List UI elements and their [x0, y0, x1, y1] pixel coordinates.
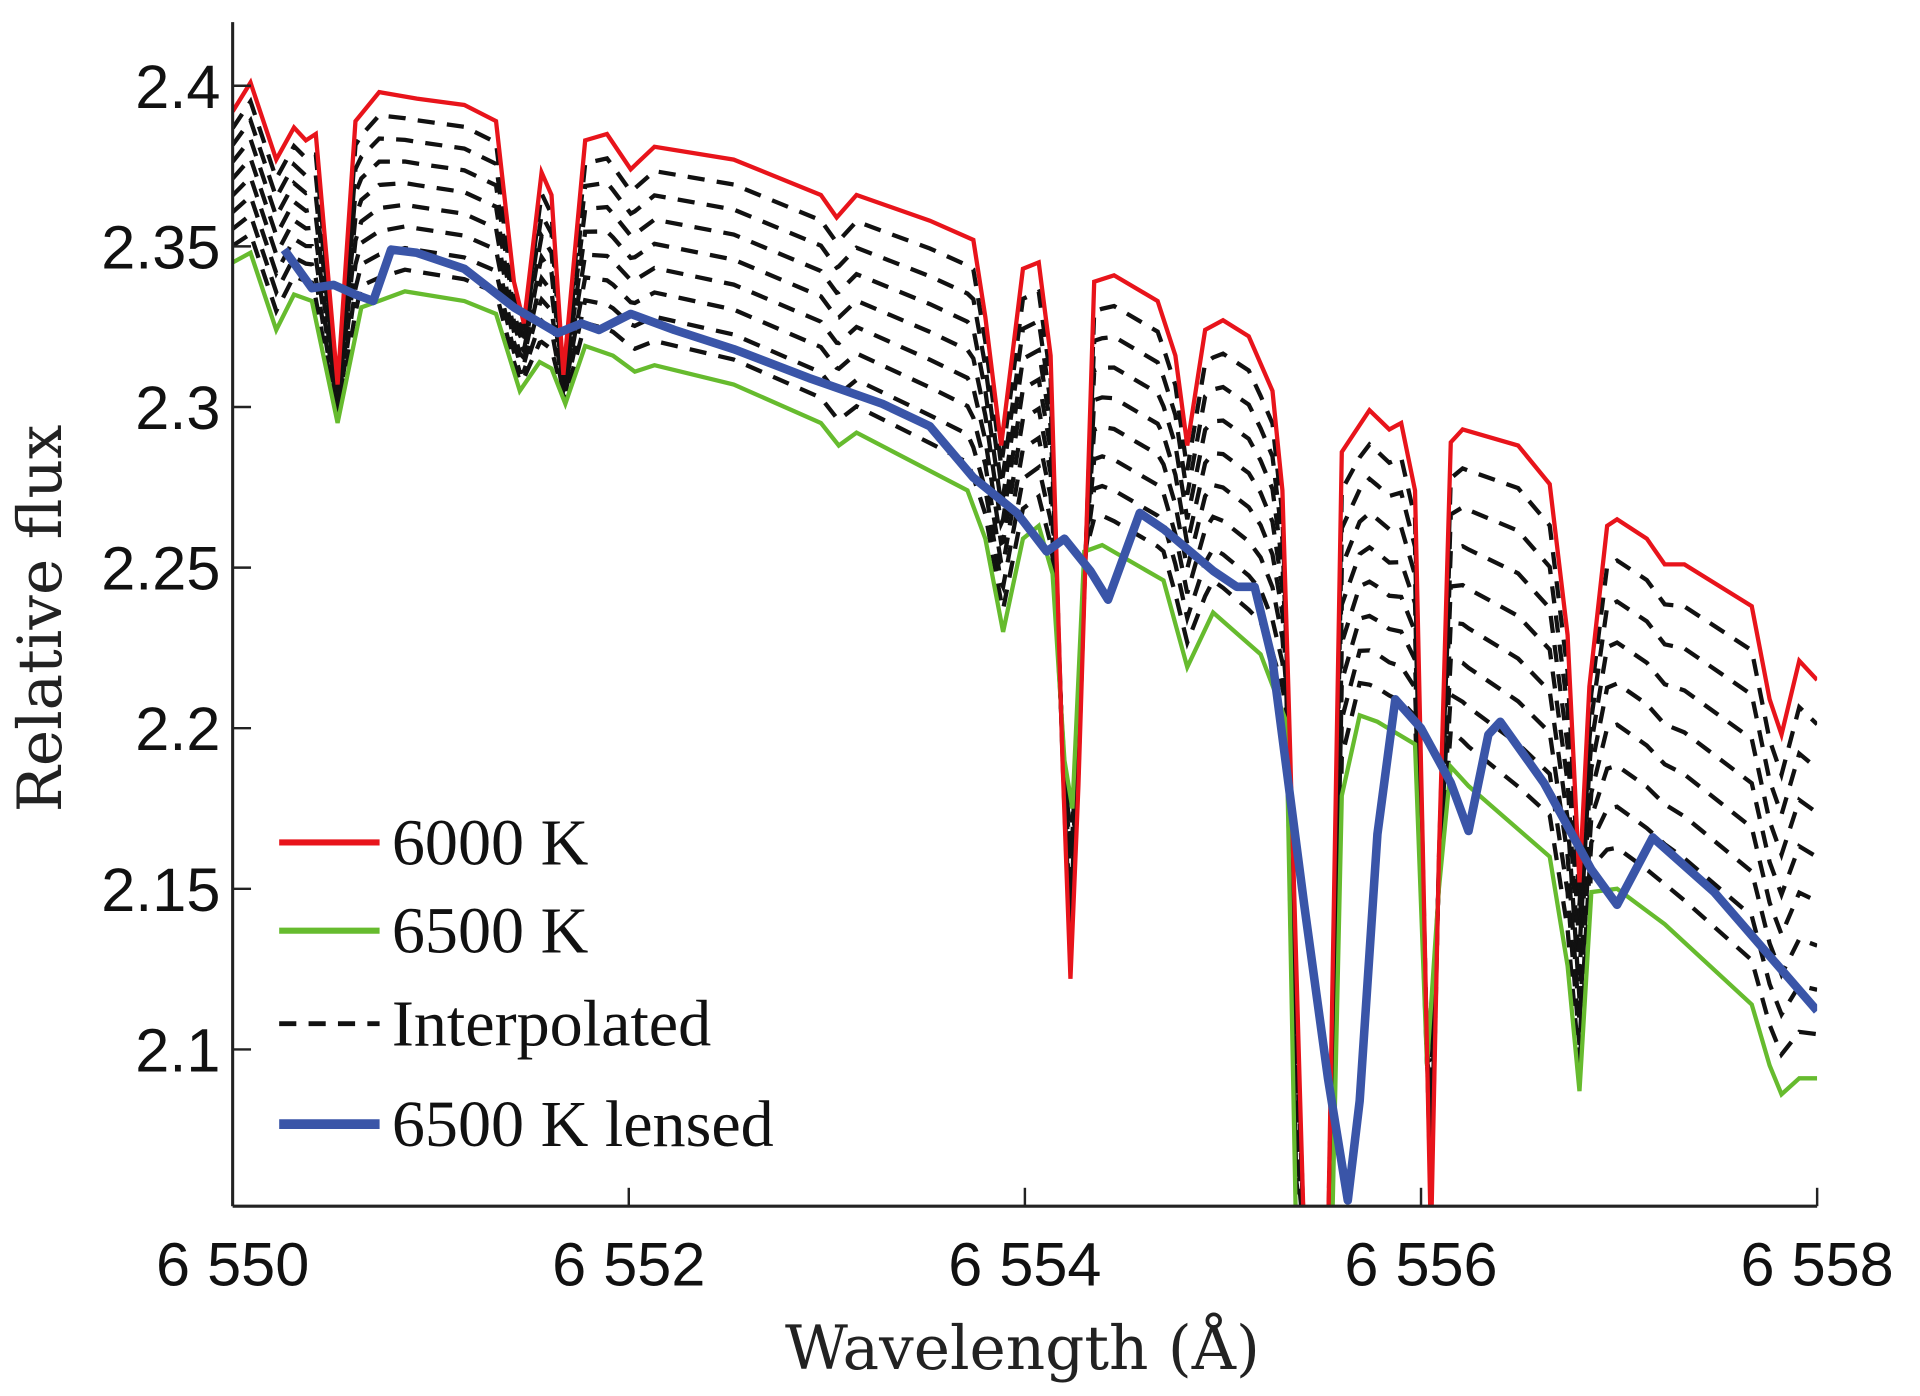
y-tick-label: 2.15: [101, 856, 220, 924]
interpolated-line: [232, 154, 1818, 1207]
line-6000k: [232, 77, 1818, 1207]
x-tick-label: 6 558: [1741, 1231, 1894, 1299]
interpolated-line: [232, 134, 1818, 1207]
x-tick-label: 6 554: [948, 1231, 1101, 1299]
x-axis-label: Wavelength (Å): [785, 1311, 1260, 1384]
plot-area: [232, 77, 1818, 1207]
x-tick-label: 6 552: [552, 1231, 705, 1299]
x-tick-label: 6 556: [1344, 1231, 1497, 1299]
interpolated-line: [232, 115, 1818, 1207]
y-tick-label: 2.25: [101, 535, 220, 603]
y-tick-label: 2.4: [135, 53, 220, 121]
interpolated-line: [232, 230, 1818, 1207]
line-6500k-lensed: [280, 245, 1818, 1205]
legend-label-6500k-lensed: 6500 K lensed: [392, 1088, 774, 1161]
legend-label-6000k: 6000 K: [392, 807, 589, 880]
y-tick-label: 2.35: [101, 213, 220, 281]
line-6500k: [232, 249, 1818, 1207]
y-axis-label: Relative flux: [5, 425, 76, 813]
y-tick-label: 2.1: [135, 1016, 220, 1084]
legend-label-6500k: 6500 K: [392, 895, 589, 968]
legend-label-interpolated: Interpolated: [392, 988, 711, 1061]
y-tick-label: 2.2: [135, 695, 220, 763]
interpolated-line: [232, 211, 1818, 1207]
y-tick-label: 2.3: [135, 374, 220, 442]
x-tick-label: 6 550: [156, 1231, 309, 1299]
legend: 6000 K 6500 K Interpolated 6500 K lensed: [279, 807, 774, 1161]
